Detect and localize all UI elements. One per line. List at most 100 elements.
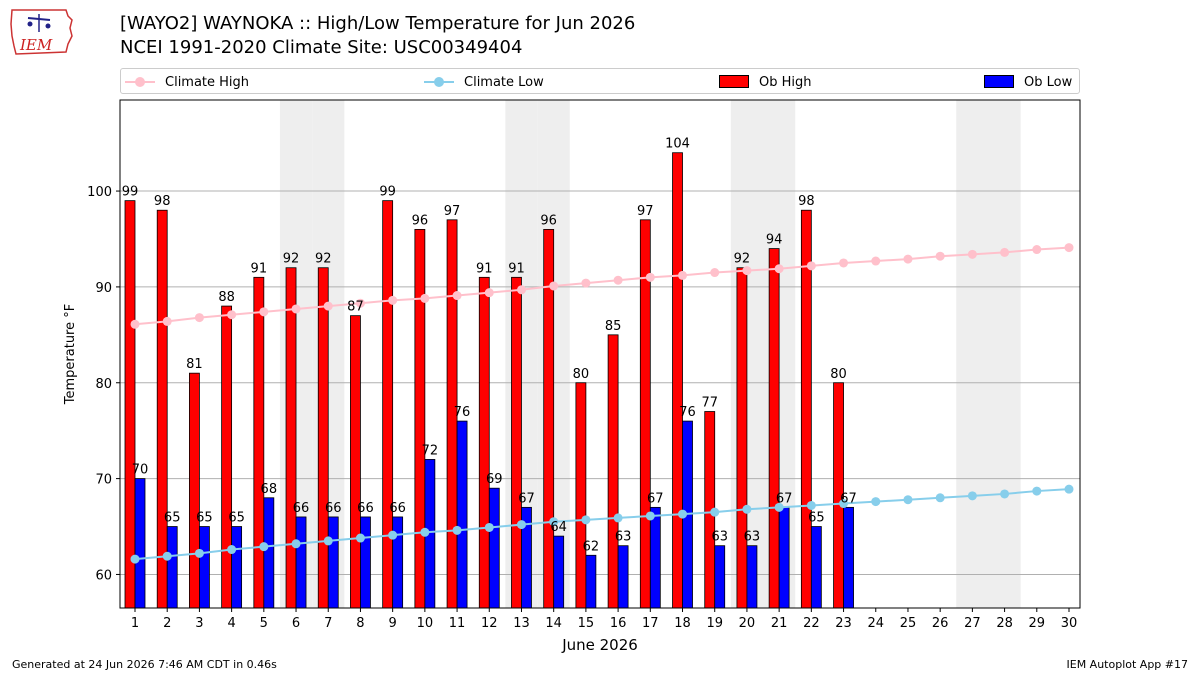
ob-low-label-day-18: 76 [679, 405, 696, 420]
ob-high-label-day-12: 91 [476, 261, 493, 276]
ob-low-bar-day-22 [810, 526, 822, 609]
climate-high-point-day-7 [323, 301, 333, 311]
ob-high-label-day-23: 80 [830, 367, 847, 382]
climate-high-point-day-23 [839, 258, 849, 268]
climate-low-point-day-7 [323, 536, 333, 546]
chart-title: [WAYO2] WAYNOKA :: High/Low Temperature … [120, 13, 636, 34]
x-tick-label-29: 29 [1029, 616, 1046, 631]
climate-low-point-day-29 [1032, 486, 1042, 496]
ob-high-bar-day-12 [478, 276, 490, 609]
ob-high-label-day-1: 99 [122, 185, 139, 200]
x-tick-label-30: 30 [1061, 616, 1078, 631]
climate-low-point-day-23 [839, 499, 849, 509]
x-tick-label-9: 9 [389, 616, 397, 631]
ob-low-bar-day-8 [360, 516, 371, 609]
x-tick-label-1: 1 [131, 616, 139, 631]
climate-high-line [134, 246, 1070, 326]
x-tick-label-23: 23 [835, 616, 852, 631]
climate-low-point-day-26 [935, 493, 945, 503]
ob-low-label-day-11: 76 [454, 405, 471, 420]
climate-low-point-day-25 [903, 495, 913, 505]
climate-high-point-day-22 [806, 261, 816, 271]
ob-high-bar-day-21 [768, 248, 780, 609]
x-tick-label-4: 4 [227, 616, 235, 631]
ob-high-label-day-8: 87 [347, 300, 364, 315]
ob-low-label-day-12: 69 [486, 472, 503, 487]
ob-low-bar-day-14 [553, 535, 565, 609]
x-tick-label-17: 17 [642, 616, 659, 631]
climate-low-point-day-28 [1000, 489, 1010, 499]
x-tick-label-12: 12 [481, 616, 498, 631]
climate-high-point-day-11 [452, 291, 462, 301]
x-tick-label-6: 6 [292, 616, 300, 631]
ob-high-label-day-16: 85 [605, 319, 622, 334]
climate-high-point-day-3 [194, 313, 204, 323]
climate-high-point-day-16 [613, 275, 623, 285]
climate-low-point-day-4 [227, 545, 237, 555]
ob-low-label-day-6: 66 [293, 501, 310, 516]
ob-low-bar-day-6 [295, 516, 307, 609]
climate-low-point-day-22 [806, 500, 816, 510]
ob-high-bar-day-1 [124, 200, 136, 609]
climate-low-point-day-3 [194, 548, 204, 558]
climate-high-point-day-5 [259, 307, 269, 317]
legend-swatch-ob-low [984, 75, 1014, 89]
legend-label-ob-low: Ob Low [1024, 74, 1073, 90]
climate-high-point-day-26 [935, 251, 945, 261]
climate-high-point-day-29 [1032, 245, 1042, 255]
ob-high-label-day-2: 98 [154, 194, 171, 209]
ob-high-bar-day-18 [672, 152, 683, 609]
gridlines [120, 190, 1080, 575]
ob-high-bar-day-8 [350, 315, 361, 609]
climate-high-point-day-28 [1000, 247, 1010, 257]
climate-low-point-day-13 [516, 520, 526, 530]
x-tick-label-16: 16 [610, 616, 627, 631]
x-tick-label-24: 24 [867, 616, 884, 631]
climate-high-point-day-19 [710, 268, 720, 278]
ob-high-bar-day-3 [189, 372, 200, 609]
climate-high-point-day-25 [903, 254, 913, 264]
ob-low-label-day-10: 72 [422, 443, 439, 458]
legend-item-climate-high: Climate High [125, 73, 249, 91]
x-tick-label-14: 14 [545, 616, 562, 631]
ob-low-bar-day-9 [392, 516, 404, 609]
climate-low-point-day-15 [581, 515, 591, 525]
ob-low-bar-day-2 [166, 526, 178, 609]
climate-low-line [134, 488, 1070, 561]
ob-high-label-day-11: 97 [444, 204, 461, 219]
ob-low-label-day-5: 68 [261, 482, 278, 497]
climate-low-point-day-17 [645, 511, 655, 521]
x-axis-label: June 2026 [561, 636, 638, 654]
iowa-state-outline-icon: IEM [10, 9, 73, 55]
ob-high-bar-day-7 [317, 267, 329, 609]
legend-item-ob-low: Ob Low [984, 73, 1072, 91]
ob-low-bar-day-12 [488, 487, 500, 609]
ob-low-bar-day-21 [778, 506, 790, 609]
climate-high-point-day-10 [420, 293, 430, 303]
legend-swatch-climate-low [424, 75, 454, 89]
climate-low-point-day-19 [710, 507, 720, 517]
ob-low-label-day-3: 65 [196, 511, 213, 526]
ob-high-bar-day-5 [253, 276, 265, 609]
climate-high-point-day-13 [516, 285, 526, 295]
weekend-shade-day-27 [956, 100, 989, 608]
climate-high-point-day-2 [162, 316, 172, 326]
ob-low-label-day-16: 63 [615, 530, 632, 545]
ob-high-label-day-6: 92 [283, 252, 300, 267]
autoplot-credit: IEM Autoplot App #17 [1066, 658, 1189, 671]
y-tick-label-70: 70 [95, 473, 112, 488]
ob-low-label-day-22: 65 [808, 511, 825, 526]
x-tick-label-5: 5 [260, 616, 268, 631]
ob-high-label-day-7: 92 [315, 252, 332, 267]
climate-high-point-day-12 [484, 288, 494, 298]
climate-low-point-day-11 [452, 525, 462, 535]
x-tick-label-15: 15 [578, 616, 595, 631]
ob-low-bar-day-19 [714, 545, 726, 609]
climate-low-point-day-20 [742, 504, 752, 514]
legend-item-climate-low: Climate Low [424, 73, 544, 91]
ob-high-bar-day-13 [511, 276, 522, 609]
ob-low-bar-day-4 [231, 526, 243, 609]
y-axis-ticks: 60 70 80 90 100 [87, 185, 120, 583]
climate-high-point-day-17 [645, 272, 655, 282]
